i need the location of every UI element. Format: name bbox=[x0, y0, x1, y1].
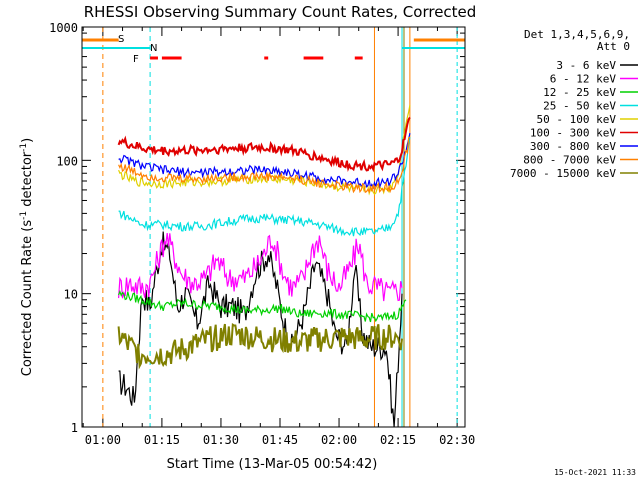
x-tick-labels: 01:00 01:15 01:30 01:45 02:00 02:15 02:3… bbox=[85, 433, 475, 447]
y-tick-label: 1 bbox=[71, 421, 78, 435]
series-line bbox=[117, 116, 411, 173]
series-line bbox=[118, 136, 411, 237]
plot-frame bbox=[81, 26, 466, 428]
chart-title: RHESSI Observing Summary Count Rates, Co… bbox=[84, 3, 477, 21]
x-tick-label: 01:00 bbox=[85, 433, 121, 447]
legend-entry-label: 50 - 100 keV bbox=[537, 113, 617, 126]
series-line bbox=[118, 290, 407, 323]
x-tick-label: 01:30 bbox=[203, 433, 239, 447]
y-tick-label: 100 bbox=[56, 154, 78, 168]
y-tick-label: 10 bbox=[64, 288, 78, 302]
x-tick-label: 02:00 bbox=[321, 433, 357, 447]
night-flag-label: N bbox=[150, 43, 157, 54]
x-tick-label: 01:45 bbox=[262, 433, 298, 447]
legend-entry-label: 300 - 800 keV bbox=[530, 140, 616, 153]
flare-flag-label: F bbox=[133, 54, 139, 65]
y-axis-label-exponent: -1 bbox=[19, 143, 29, 152]
x-axis-label: Start Time (13-Mar-05 00:54:42) bbox=[167, 457, 378, 472]
y-axis-label-middle: detector bbox=[20, 151, 35, 211]
x-tick-label: 02:15 bbox=[380, 433, 416, 447]
legend-entry-label: 3 - 6 keV bbox=[556, 59, 616, 72]
legend-entry-label: 6 - 12 keV bbox=[550, 73, 617, 86]
y-axis-label: Corrected Count Rate (s-1 detector-1) bbox=[19, 138, 35, 376]
y-tick-label: 1000 bbox=[49, 21, 78, 35]
x-tick-label: 02:30 bbox=[439, 433, 475, 447]
legend-header: Det 1,3,4,5,6,9, bbox=[524, 28, 630, 41]
legend-entry-label: 7000 - 15000 keV bbox=[510, 167, 616, 180]
legend-entry-label: 25 - 50 keV bbox=[543, 100, 616, 113]
footer-timestamp: 15-Oct-2021 11:33 bbox=[554, 468, 636, 477]
series-line bbox=[118, 136, 411, 194]
legend-header: Att 0 bbox=[597, 40, 630, 53]
series-line bbox=[118, 132, 411, 190]
series-line bbox=[118, 233, 403, 302]
saa-flag-label: S bbox=[118, 34, 124, 45]
y-axis-label-end: ) bbox=[20, 138, 35, 143]
flag-labels: S N F bbox=[118, 34, 157, 65]
x-tick-label: 01:15 bbox=[144, 433, 180, 447]
series-line bbox=[117, 322, 403, 370]
plot-border bbox=[81, 26, 466, 428]
series-line bbox=[118, 231, 403, 428]
legend-entry-label: 800 - 7000 keV bbox=[523, 154, 616, 167]
y-axis-label-main: Corrected Count Rate (s bbox=[20, 220, 35, 377]
y-tick-labels: 1 10 100 1000 bbox=[49, 21, 78, 435]
series-group bbox=[117, 104, 411, 428]
legend-entry-label: 12 - 25 keV bbox=[543, 86, 616, 99]
y-axis-label-exponent: -1 bbox=[19, 211, 29, 220]
legend-entry-label: 100 - 300 keV bbox=[530, 127, 616, 140]
